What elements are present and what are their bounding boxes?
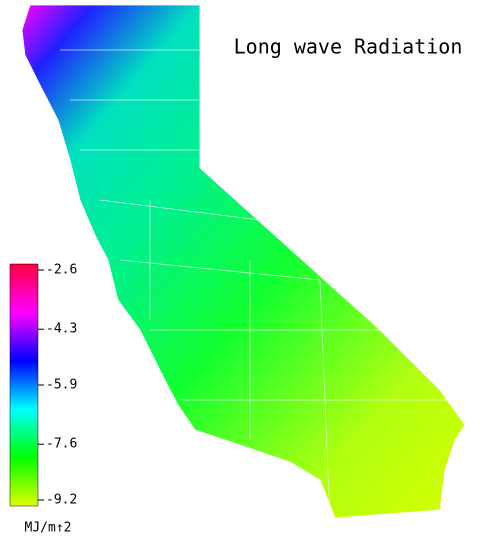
- county-lines: [60, 49, 450, 521]
- colorbar-tick-label: -7.6: [46, 437, 77, 452]
- colorbar-unit: MJ/m↑2: [25, 521, 72, 536]
- colorbar-tick-label: -5.9: [46, 378, 77, 393]
- map-title: Long wave Radiation: [234, 35, 463, 59]
- colorbar-tick-label: -4.3: [46, 322, 77, 337]
- colorbar-tick-label: -9.2: [46, 493, 77, 508]
- california-map: [21, 4, 466, 519]
- colorbar-tick-label: -2.6: [46, 263, 77, 278]
- colorbar: [9, 263, 39, 507]
